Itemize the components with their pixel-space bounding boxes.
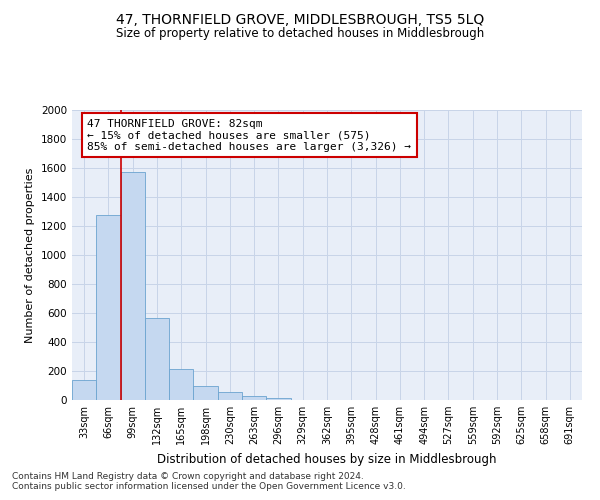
Bar [96,215,121,400]
Bar [266,398,290,400]
Bar [193,386,218,400]
Bar [121,172,145,400]
Bar [218,392,242,400]
Text: Contains public sector information licensed under the Open Government Licence v3: Contains public sector information licen… [12,482,406,491]
Text: 47 THORNFIELD GROVE: 82sqm
← 15% of detached houses are smaller (575)
85% of sem: 47 THORNFIELD GROVE: 82sqm ← 15% of deta… [88,118,412,152]
X-axis label: Distribution of detached houses by size in Middlesbrough: Distribution of detached houses by size … [157,452,497,466]
Bar [242,396,266,400]
Text: Size of property relative to detached houses in Middlesbrough: Size of property relative to detached ho… [116,28,484,40]
Bar [145,318,169,400]
Text: Contains HM Land Registry data © Crown copyright and database right 2024.: Contains HM Land Registry data © Crown c… [12,472,364,481]
Bar [72,380,96,400]
Bar [169,369,193,400]
Y-axis label: Number of detached properties: Number of detached properties [25,168,35,342]
Text: 47, THORNFIELD GROVE, MIDDLESBROUGH, TS5 5LQ: 47, THORNFIELD GROVE, MIDDLESBROUGH, TS5… [116,12,484,26]
